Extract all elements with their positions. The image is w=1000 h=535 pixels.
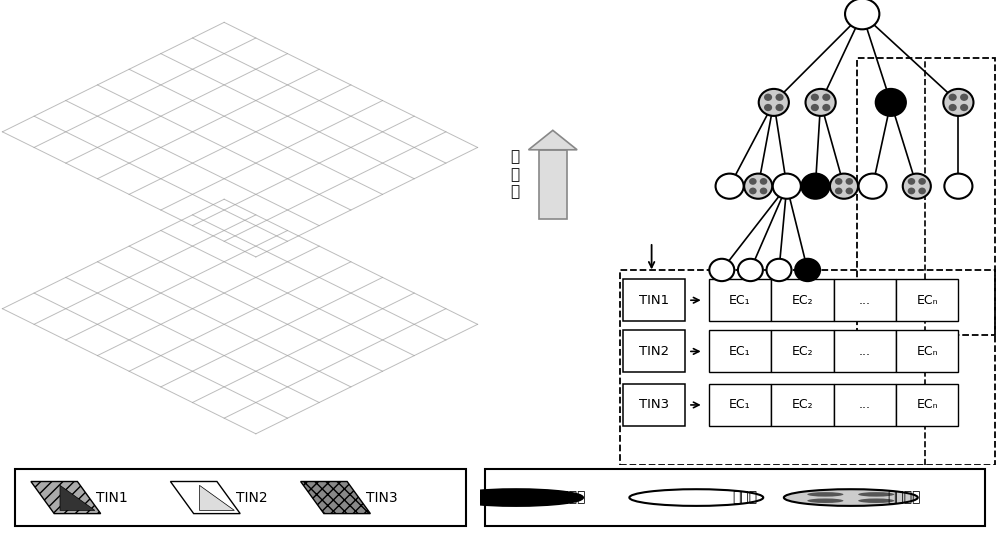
Circle shape [709, 259, 734, 281]
Polygon shape [60, 485, 95, 510]
Bar [709, 279, 771, 321]
Bar [834, 384, 896, 426]
Text: 空结点: 空结点 [732, 491, 757, 505]
Text: EC₁: EC₁ [729, 345, 751, 358]
Bar [857, 58, 995, 335]
Circle shape [846, 178, 853, 185]
Bar [834, 279, 896, 321]
Polygon shape [170, 482, 240, 514]
Bar [623, 279, 685, 321]
Text: EC₁: EC₁ [729, 294, 751, 307]
Bar [538, 150, 567, 219]
Circle shape [629, 489, 763, 506]
Bar [771, 331, 834, 372]
Circle shape [806, 89, 836, 116]
Text: ECₙ: ECₙ [916, 345, 938, 358]
Circle shape [944, 174, 972, 198]
Circle shape [858, 499, 894, 503]
Circle shape [759, 89, 789, 116]
Text: ECₙ: ECₙ [916, 294, 938, 307]
Text: 边
折
叠: 边 折 叠 [510, 150, 519, 200]
Text: ECₙ: ECₙ [916, 399, 938, 411]
Text: TIN1: TIN1 [639, 294, 669, 307]
Bar [623, 331, 685, 372]
Bar [623, 384, 685, 426]
Circle shape [807, 492, 843, 496]
Circle shape [738, 259, 763, 281]
Text: EC₂: EC₂ [792, 294, 813, 307]
Text: TIN1: TIN1 [96, 491, 128, 505]
Circle shape [716, 174, 744, 198]
Circle shape [807, 499, 843, 503]
Text: TIN3: TIN3 [366, 491, 397, 505]
Circle shape [749, 188, 757, 194]
Circle shape [908, 188, 915, 194]
Circle shape [918, 178, 926, 185]
Circle shape [767, 259, 791, 281]
Circle shape [903, 174, 931, 198]
Text: 中间结点: 中间结点 [887, 491, 920, 505]
Circle shape [449, 489, 583, 506]
Circle shape [835, 188, 842, 194]
Circle shape [858, 492, 894, 496]
Circle shape [830, 174, 858, 198]
Circle shape [949, 94, 957, 101]
Polygon shape [199, 485, 234, 510]
Circle shape [822, 94, 830, 101]
Circle shape [775, 104, 784, 111]
Bar [896, 384, 958, 426]
Polygon shape [31, 482, 101, 514]
Text: ...: ... [859, 399, 871, 411]
Text: TIN2: TIN2 [236, 491, 267, 505]
Circle shape [908, 178, 915, 185]
Circle shape [846, 188, 853, 194]
Circle shape [918, 188, 926, 194]
Bar [896, 279, 958, 321]
Circle shape [859, 174, 887, 198]
Circle shape [960, 104, 968, 111]
Bar [834, 331, 896, 372]
Circle shape [845, 0, 879, 29]
Circle shape [960, 94, 968, 101]
Circle shape [949, 104, 957, 111]
Circle shape [822, 104, 830, 111]
Bar [771, 279, 834, 321]
Circle shape [760, 178, 767, 185]
Circle shape [835, 178, 842, 185]
Circle shape [775, 94, 784, 101]
Text: ...: ... [859, 294, 871, 307]
Bar [771, 384, 834, 426]
Circle shape [876, 89, 906, 116]
Text: EC₂: EC₂ [792, 399, 813, 411]
Circle shape [795, 259, 820, 281]
Circle shape [749, 178, 757, 185]
Bar [620, 270, 995, 465]
Circle shape [764, 104, 772, 111]
Text: TIN2: TIN2 [639, 345, 669, 358]
Circle shape [811, 104, 819, 111]
Bar [709, 384, 771, 426]
Bar [896, 331, 958, 372]
Text: TIN3: TIN3 [639, 399, 669, 411]
Text: EC₁: EC₁ [729, 399, 751, 411]
Polygon shape [301, 482, 370, 514]
Circle shape [943, 89, 973, 116]
Polygon shape [528, 131, 577, 150]
Text: EC₂: EC₂ [792, 345, 813, 358]
Circle shape [784, 489, 918, 506]
Text: 叶子结点: 叶子结点 [552, 491, 586, 505]
Circle shape [764, 94, 772, 101]
Circle shape [801, 174, 829, 198]
Circle shape [811, 94, 819, 101]
Circle shape [760, 188, 767, 194]
Circle shape [773, 174, 801, 198]
Circle shape [744, 174, 772, 198]
Bar [709, 331, 771, 372]
Text: ...: ... [859, 345, 871, 358]
